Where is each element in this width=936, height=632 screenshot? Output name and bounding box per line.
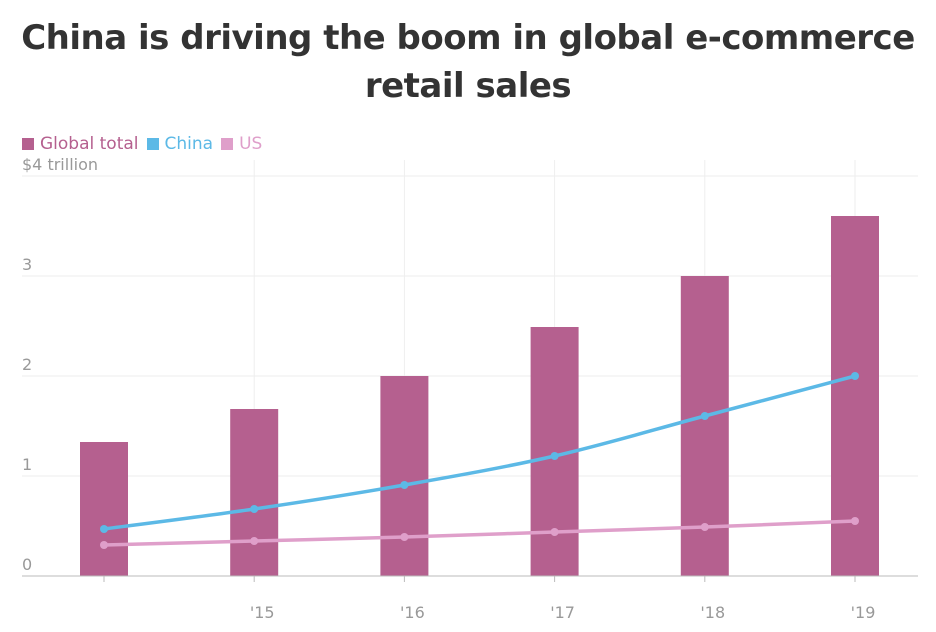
x-tick-label: '17 (550, 603, 575, 622)
point-us (400, 533, 409, 541)
line-china (102, 374, 857, 531)
point-china (400, 481, 409, 489)
legend-swatch-us (221, 138, 234, 150)
x-tick-label: '15 (250, 603, 275, 622)
legend-label-us: US (239, 134, 263, 154)
legend-label-china: China (164, 134, 214, 154)
point-china (550, 452, 559, 460)
x-tick-label: '18 (700, 603, 725, 622)
point-us (250, 537, 259, 545)
y-tick-label: 1 (22, 455, 32, 474)
point-china (851, 372, 859, 380)
x-tick-label: '19 (851, 603, 876, 622)
y-tick-label: $4 trillion (22, 155, 98, 174)
line-us (102, 519, 857, 547)
legend-label-global: Global total (40, 134, 139, 154)
point-us (100, 541, 108, 549)
point-us (550, 528, 559, 536)
legend-item-us: US (221, 134, 262, 154)
point-china (100, 525, 108, 533)
y-tick-label: 0 (22, 555, 32, 574)
point-china (250, 505, 259, 513)
y-tick-label: 2 (22, 355, 32, 374)
chart-title: China is driving the boom in global e-co… (21, 18, 915, 106)
point-us (700, 523, 709, 531)
point-us (851, 517, 859, 525)
legend: Global total China US (22, 134, 270, 154)
bar-global-total (831, 216, 879, 576)
legend-swatch-global (22, 138, 34, 150)
legend-item-global: Global total (22, 134, 139, 154)
bar-global-total (80, 442, 128, 576)
bar-global-total (380, 376, 429, 576)
bar-global-total (230, 409, 279, 576)
y-tick-label: 3 (22, 255, 32, 274)
x-tick-label: '16 (400, 603, 425, 622)
legend-item-china: China (146, 134, 214, 154)
legend-swatch-china (146, 138, 159, 150)
point-china (700, 412, 709, 420)
